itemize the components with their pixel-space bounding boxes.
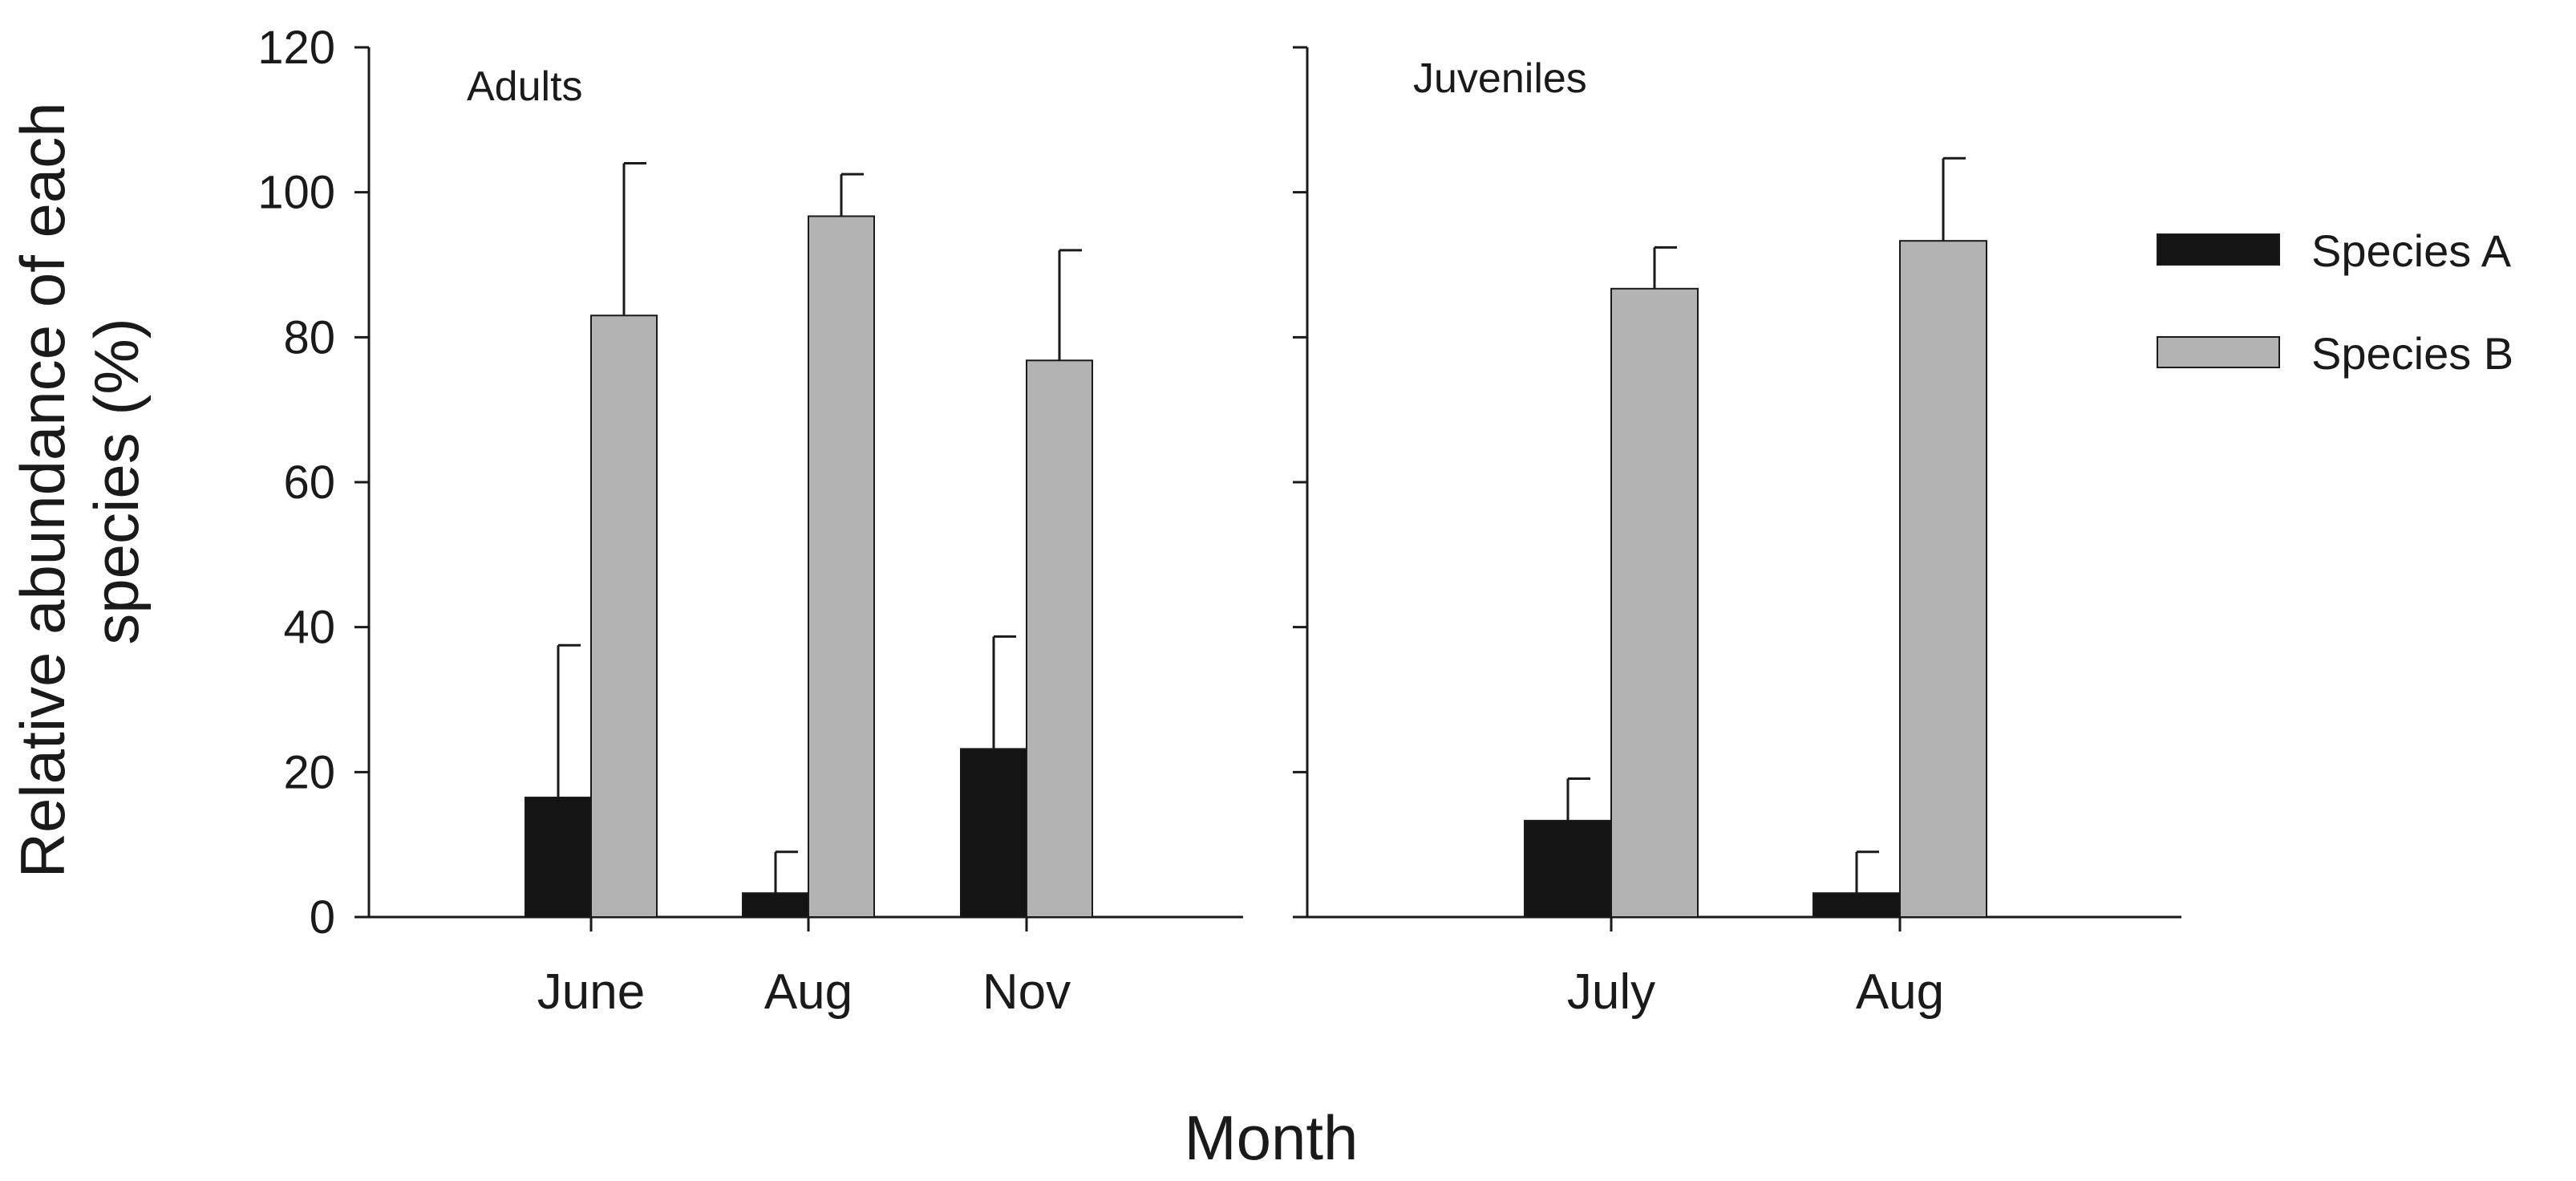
x-category-label: July	[1567, 964, 1655, 1020]
y-axis-title-line-2: species (%)	[81, 318, 152, 644]
y-tick-label: 80	[283, 311, 335, 363]
bar-species-a-nov	[960, 748, 1027, 919]
legend: Species A Species B	[2157, 225, 2513, 379]
x-category-label: Aug	[764, 964, 853, 1020]
y-tick-label: 20	[283, 746, 335, 798]
legend-swatch-species-a	[2157, 233, 2280, 266]
bar-species-a-june	[525, 796, 592, 919]
legend-label-species-a: Species A	[2311, 225, 2512, 276]
bar-species-b-aug	[808, 215, 875, 918]
x-axis-title: Month	[1185, 1102, 1359, 1173]
y-axis-title: Relative abundance of each species (%)	[7, 85, 152, 879]
y-tick-label: 0	[310, 891, 335, 944]
x-category-label: Aug	[1856, 964, 1944, 1020]
bar-species-a-aug	[1813, 892, 1901, 918]
legend-swatch-species-b	[2157, 336, 2280, 368]
bar-species-a-aug	[742, 892, 809, 918]
bar-species-b-june	[590, 315, 658, 918]
bar-species-b-aug	[1899, 240, 1987, 918]
panel-adults: 0 20 40 60 80 100 120 Adults June Aug Nov	[257, 22, 1243, 1020]
bar-species-b-july	[1610, 287, 1699, 918]
legend-label-species-b: Species B	[2311, 328, 2513, 379]
panel-juveniles: Juveniles July Aug	[1293, 46, 2181, 1020]
bar-species-a-july	[1524, 819, 1612, 919]
y-axis-title-line-1: Relative abundance of each	[7, 102, 78, 878]
bar-species-b-nov	[1026, 359, 1093, 918]
x-category-label: June	[537, 964, 645, 1020]
panel-title: Adults	[467, 63, 583, 110]
y-tick-label: 100	[257, 167, 335, 219]
y-tick-label: 120	[257, 22, 335, 74]
y-tick-label: 60	[283, 457, 335, 509]
x-category-label: Nov	[982, 964, 1071, 1020]
panel-title: Juveniles	[1413, 55, 1587, 102]
y-tick-label: 40	[283, 602, 335, 654]
